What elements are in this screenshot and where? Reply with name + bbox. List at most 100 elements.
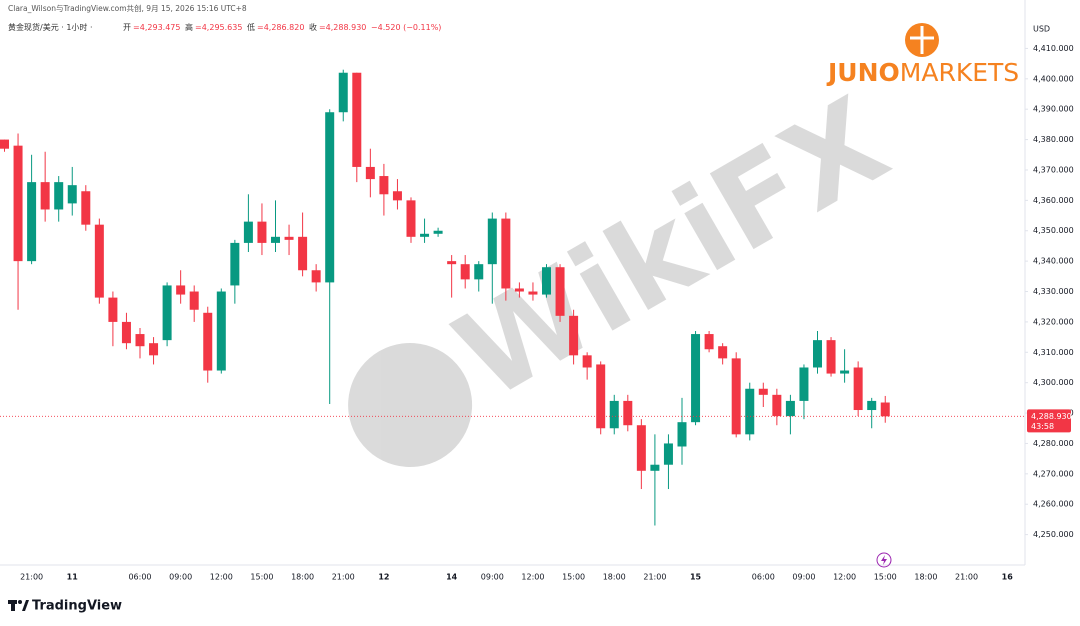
candle-body (284, 236, 294, 240)
candle-body (216, 291, 226, 371)
x-tick-label: 06:00 (752, 573, 775, 582)
candle-body (691, 334, 701, 423)
candle-body (528, 291, 538, 295)
candle-body (203, 312, 213, 371)
x-tick-label: 18:00 (603, 573, 626, 582)
candle-body (298, 236, 308, 271)
candle-body (718, 346, 728, 359)
candle-body (569, 315, 579, 356)
candles (0, 69, 890, 526)
x-tick-label: 09:00 (169, 573, 192, 582)
candle-body (40, 182, 50, 210)
candle-body (149, 343, 159, 356)
candle-body (840, 370, 850, 374)
candle-body (826, 340, 836, 374)
change: −4.520 (−0.11%) (370, 23, 442, 32)
candle-body (176, 285, 186, 295)
x-tick-label: 15:00 (250, 573, 273, 582)
y-tick-label: 4,280.000 (1033, 439, 1074, 448)
candle-body (799, 367, 809, 401)
ohlc-label: 高 (185, 23, 194, 32)
attribution: Clara_Wilson与TradingView.com共创, 9月 15, 2… (8, 4, 247, 13)
x-tick-label: 09:00 (481, 573, 504, 582)
x-tick-label: 18:00 (914, 573, 937, 582)
candle-body (460, 264, 470, 280)
logo-left: JUNO (826, 58, 900, 87)
candle-body (501, 218, 511, 289)
x-tick-label: 21:00 (955, 573, 978, 582)
candle-body (379, 176, 389, 195)
logo-right: MARKETS (900, 58, 1019, 87)
candle-body (243, 221, 253, 243)
candle-body (67, 185, 77, 204)
x-tick-label: 15:00 (874, 573, 897, 582)
y-tick-label: 4,330.000 (1033, 287, 1074, 296)
ohlc-value: =4,293.475 (133, 23, 181, 32)
candle-body (447, 261, 457, 265)
x-tick-label: 14 (446, 573, 458, 582)
y-tick-label: 4,260.000 (1033, 500, 1074, 509)
ohlc-label: 开 (123, 23, 132, 32)
candle-body (514, 288, 524, 292)
candle-body (257, 221, 267, 243)
legend: 黄金现货/美元 · 1小时 · 开 =4,293.475 高 =4,295.635 … (8, 22, 443, 33)
x-tick-label: 09:00 (792, 573, 815, 582)
candle-body (582, 355, 592, 368)
candle-body (867, 400, 877, 411)
candle-body (609, 400, 619, 429)
candle-body (189, 291, 199, 310)
candle-body (406, 200, 416, 237)
candle-body (555, 267, 565, 316)
y-tick-label: 4,310.000 (1033, 348, 1074, 357)
y-tick-label: 4,370.000 (1033, 165, 1074, 174)
x-tick-label: 12:00 (833, 573, 856, 582)
candle-body (772, 394, 782, 417)
x-tick-label: 11 (67, 573, 79, 582)
x-tick-label: 21:00 (332, 573, 355, 582)
y-tick-label: 4,270.000 (1033, 469, 1074, 478)
candle-body (311, 270, 321, 283)
ohlc-value: =4,288.930 (318, 23, 367, 32)
candle-body (880, 402, 890, 417)
candle-body (487, 218, 497, 265)
ohlc-label: 收 (308, 23, 317, 32)
candle-body (365, 166, 375, 180)
candle-body (650, 464, 660, 471)
candle-body (162, 285, 172, 341)
tv-icon (11, 600, 15, 611)
candle-body (745, 388, 755, 435)
last-price-box (1027, 409, 1071, 433)
event-icon-bolt (881, 555, 887, 565)
candle-body (677, 422, 687, 447)
y-tick-label: 4,410.000 (1033, 44, 1074, 53)
x-tick-label: 15 (690, 573, 702, 582)
logo: JUNOMARKETS (826, 23, 1019, 87)
y-tick-label: 4,380.000 (1033, 135, 1074, 144)
y-tick-label: 4,320.000 (1033, 317, 1074, 326)
x-tick-label: 06:00 (128, 573, 151, 582)
candle-body (108, 297, 118, 322)
x-tick-label: 12:00 (521, 573, 544, 582)
candle-body (623, 400, 633, 426)
candle-body (731, 358, 741, 435)
candle-body (474, 264, 484, 280)
y-tick-label: 4,390.000 (1033, 105, 1074, 114)
candle-body (27, 182, 37, 262)
tv-icon (18, 600, 22, 604)
candle-body (758, 388, 768, 395)
candle-body (338, 72, 348, 113)
candle-body (81, 191, 91, 225)
candle-body (352, 72, 362, 167)
x-tick-label: 12 (378, 573, 389, 582)
ohlc-value: =4,286.820 (256, 23, 305, 32)
candle-body (392, 191, 402, 201)
candle-body (54, 182, 64, 210)
candle-body (596, 364, 606, 429)
currency-label: USD (1033, 25, 1050, 34)
candle-body (325, 112, 335, 283)
x-tick-label: 12:00 (210, 573, 233, 582)
candle-body (271, 236, 280, 243)
candle-body (135, 334, 145, 347)
